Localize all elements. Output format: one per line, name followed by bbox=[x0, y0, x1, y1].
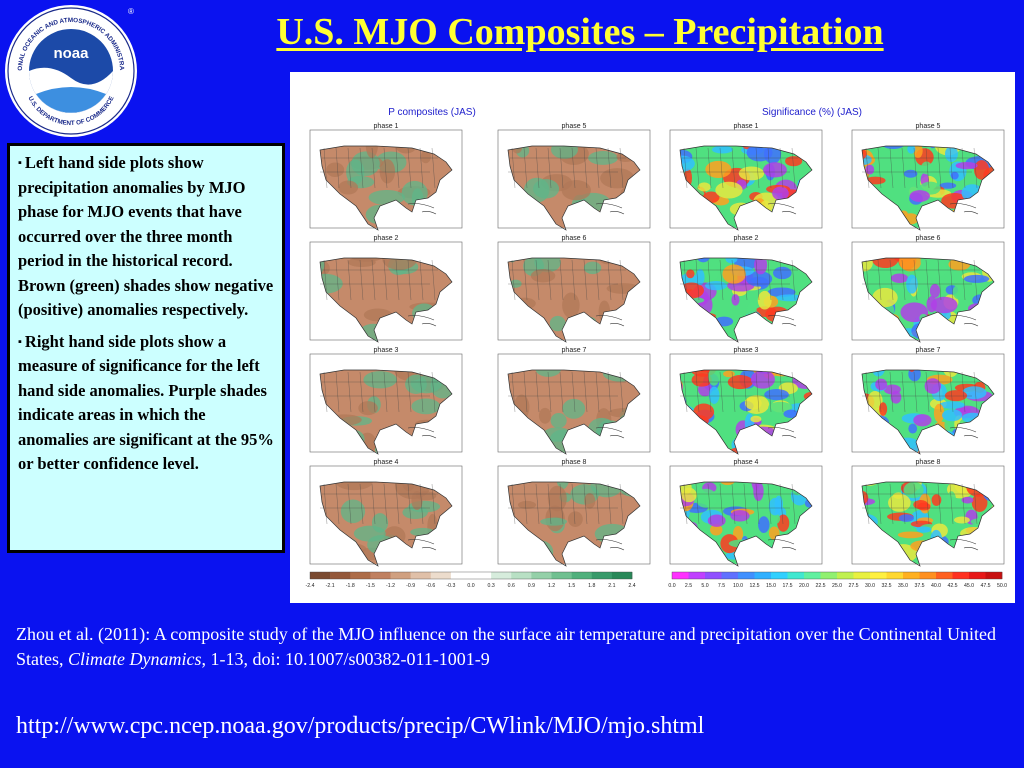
phase-label: phase 2 bbox=[734, 235, 759, 242]
description-bullet-2: ▪ Right hand side plots show a measure of… bbox=[18, 330, 274, 477]
colorbar-tick-label: 1.2 bbox=[548, 583, 555, 589]
phase-label: phase 2 bbox=[374, 235, 399, 242]
phase-label: phase 1 bbox=[734, 123, 759, 130]
colorbar-tick-label: -1.2 bbox=[386, 583, 395, 589]
significance-map: phase 5 bbox=[851, 123, 1005, 231]
colorbar-tick-label: 2.1 bbox=[608, 583, 615, 589]
phase-label: phase 6 bbox=[916, 235, 941, 242]
composite-map: phase 5 bbox=[497, 123, 651, 231]
colorbar-tick-label: 0.3 bbox=[488, 583, 495, 589]
significance-map: phase 4 bbox=[669, 459, 823, 567]
colorbar-tick-label: 42.5 bbox=[947, 583, 957, 589]
colorbar-tick-label: 7.5 bbox=[718, 583, 725, 589]
colorbar-tick-label: 20.0 bbox=[799, 583, 809, 589]
composite-map: phase 6 bbox=[497, 235, 651, 343]
colorbar-tick-label: 35.0 bbox=[898, 583, 908, 589]
colorbar-tick-label: 0.0 bbox=[467, 583, 474, 589]
colorbar-tick-label: -0.9 bbox=[406, 583, 415, 589]
composite-maps-figure: P composites (JAS) Significance (%) (JAS… bbox=[306, 107, 1008, 589]
phase-label: phase 1 bbox=[374, 123, 399, 130]
significance-map: phase 3 bbox=[669, 347, 823, 455]
phase-label: phase 6 bbox=[562, 235, 587, 242]
right-colorbar: 0.0 2.5 5.0 7.5 10.0 12.5 15.0 17.5 20.0 22.5 25.0… bbox=[668, 571, 1007, 589]
colorbar-tick-label: 37.5 bbox=[914, 583, 924, 589]
citation: Zhou et al. (2011): A composite study of… bbox=[16, 622, 1006, 672]
colorbar-tick-label: -1.5 bbox=[366, 583, 375, 589]
left-colorbar: -2.4 -2.1 -1.8 -1.5 -1.2 -0.9 -0.6 -0.3 0.0 0.3 0.… bbox=[306, 571, 636, 589]
colorbar-tick-label: 0.0 bbox=[668, 583, 675, 589]
source-link[interactable]: http://www.cpc.ncep.noaa.gov/products/pr… bbox=[16, 713, 705, 739]
colorbar-tick-label: 2.4 bbox=[628, 583, 635, 589]
colorbar-tick-label: 1.5 bbox=[568, 583, 575, 589]
composite-map: phase 8 bbox=[497, 459, 651, 567]
description-text-2: Right hand side plots show a measure of … bbox=[18, 331, 274, 474]
colorbar-tick-label: 0.6 bbox=[508, 583, 515, 589]
noaa-logo-icon: noaa NATIONAL OCEANIC AND ATMOSPHERIC AD… bbox=[2, 2, 137, 137]
colorbar-tick-label: 40.0 bbox=[931, 583, 941, 589]
significance-map: phase 8 bbox=[851, 459, 1005, 567]
colorbar-tick-label: -2.4 bbox=[306, 583, 315, 589]
colorbar-tick-label: 5.0 bbox=[701, 583, 708, 589]
phase-label: phase 5 bbox=[916, 123, 941, 130]
description-box: ▪ Left hand side plots show precipitation… bbox=[7, 143, 285, 553]
phase-label: phase 3 bbox=[374, 347, 399, 354]
phase-label: phase 7 bbox=[562, 347, 587, 354]
colorbar-tick-label: -1.8 bbox=[346, 583, 355, 589]
svg-text:®: ® bbox=[128, 7, 134, 16]
significance-map: phase 7 bbox=[851, 347, 1005, 455]
significance-map: phase 6 bbox=[851, 235, 1005, 343]
significance-map: phase 1 bbox=[669, 123, 823, 231]
composite-map: phase 1 bbox=[309, 123, 463, 231]
colorbar-tick-label: 22.5 bbox=[815, 583, 825, 589]
colorbar-tick-label: 27.5 bbox=[848, 583, 858, 589]
phase-label: phase 8 bbox=[562, 459, 587, 466]
square-bullet-icon: ▪ bbox=[18, 335, 22, 348]
colorbar-tick-label: 25.0 bbox=[832, 583, 842, 589]
colorbar-tick-label: 32.5 bbox=[881, 583, 891, 589]
colorbar-tick-label: 1.8 bbox=[588, 583, 595, 589]
colorbar-tick-label: 2.5 bbox=[685, 583, 692, 589]
description-text-1: Left hand side plots show precipitation … bbox=[18, 153, 274, 319]
citation-journal: Climate Dynamics bbox=[68, 649, 202, 669]
colorbar-tick-label: 17.5 bbox=[782, 583, 792, 589]
composite-map: phase 2 bbox=[309, 235, 463, 343]
colorbar-tick-label: 15.0 bbox=[766, 583, 776, 589]
significance-map: phase 2 bbox=[669, 235, 823, 343]
colorbar-tick-label: 10.0 bbox=[733, 583, 743, 589]
right-figure-heading: Significance (%) (JAS) bbox=[762, 107, 862, 118]
logo-wordmark: noaa bbox=[53, 45, 89, 62]
phase-label: phase 4 bbox=[374, 459, 399, 466]
colorbar-tick-label: 12.5 bbox=[749, 583, 759, 589]
composite-map: phase 3 bbox=[309, 347, 463, 455]
page-title: U.S. MJO Composites – Precipitation bbox=[276, 11, 884, 53]
colorbar-tick-label: 45.0 bbox=[964, 583, 974, 589]
colorbar-tick-label: 47.5 bbox=[980, 583, 990, 589]
colorbar-tick-label: 30.0 bbox=[865, 583, 875, 589]
square-bullet-icon: ▪ bbox=[18, 157, 22, 169]
phase-label: phase 8 bbox=[916, 459, 941, 466]
phase-label: phase 7 bbox=[916, 347, 941, 354]
colorbar-tick-label: 0.9 bbox=[528, 583, 535, 589]
phase-label: phase 4 bbox=[734, 459, 759, 466]
composite-map: phase 7 bbox=[497, 347, 651, 455]
citation-text: Zhou et al. (2011): A composite study of… bbox=[16, 624, 997, 669]
colorbar-tick-label: -2.1 bbox=[326, 583, 335, 589]
colorbar-tick-label: 50.0 bbox=[997, 583, 1007, 589]
phase-label: phase 5 bbox=[562, 123, 587, 130]
composite-figure: P composites (JAS) Significance (%) (JAS… bbox=[290, 72, 1015, 603]
citation-doi: , 1-13, doi: 10.1007/s00382-011-1001-9 bbox=[201, 649, 490, 669]
left-figure-heading: P composites (JAS) bbox=[388, 107, 476, 118]
phase-label: phase 3 bbox=[734, 347, 759, 354]
colorbar-tick-label: -0.6 bbox=[426, 583, 435, 589]
colorbar-tick-label: -0.3 bbox=[446, 583, 455, 589]
description-bullet-1: ▪ Left hand side plots show precipitation… bbox=[18, 151, 274, 323]
composite-map: phase 4 bbox=[309, 459, 463, 567]
